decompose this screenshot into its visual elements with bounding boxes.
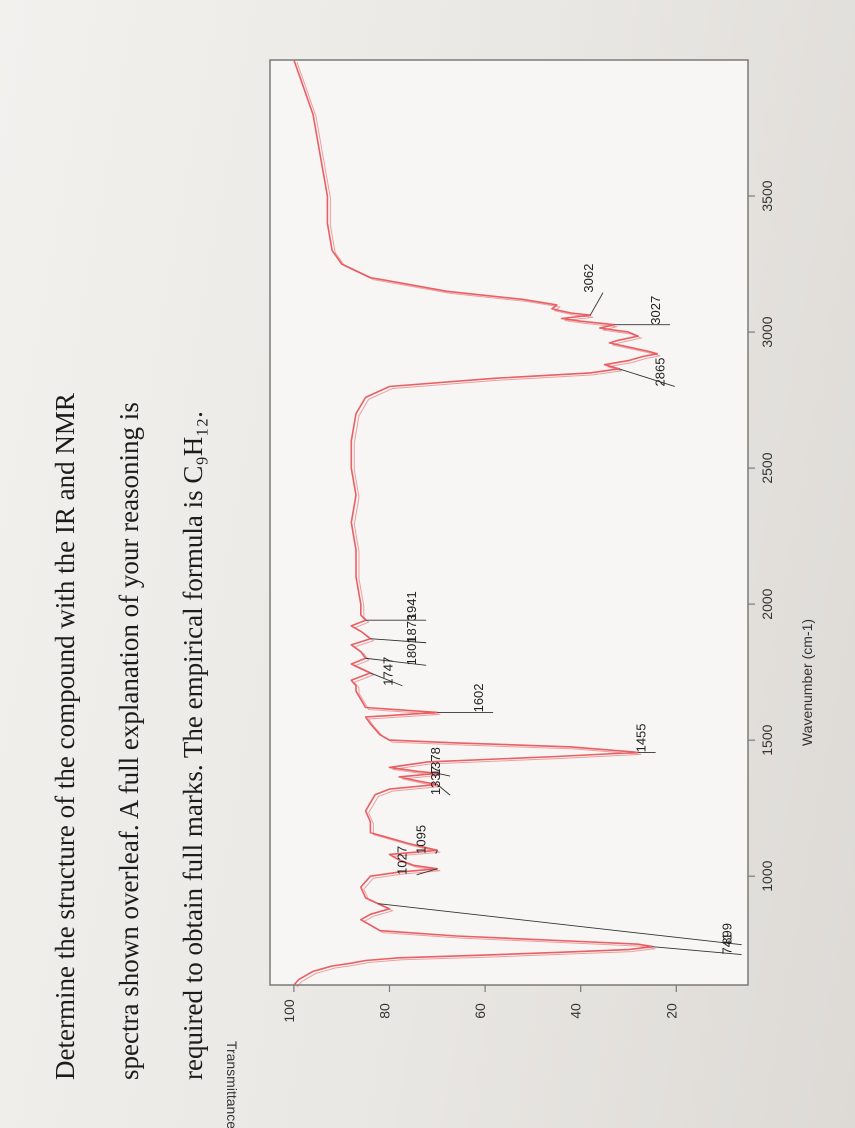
peak-leader-1801 [365, 657, 427, 666]
peak-label-899: 899 [720, 923, 735, 945]
peak-label-1873: 1873 [404, 614, 419, 643]
peak-label-3027: 3027 [648, 296, 663, 325]
y-tick-label: 100 [281, 999, 297, 1023]
peak-leader-1378 [437, 772, 451, 777]
y-tick-label: 60 [472, 1003, 488, 1019]
peak-label-1095: 1095 [414, 825, 429, 854]
y-tick-label: 20 [663, 1003, 679, 1019]
peak-label-1027: 1027 [395, 846, 410, 875]
peak-leader-899 [378, 903, 742, 946]
y-tick-label: 40 [568, 1003, 584, 1019]
peak-label-741: 741 [720, 933, 735, 955]
peak-leader-3062 [589, 292, 604, 316]
y-tick-label: 80 [377, 1003, 393, 1019]
x-tick-label: 3500 [759, 180, 775, 211]
peak-label-1602: 1602 [471, 683, 486, 712]
peak-leader-1095 [435, 850, 438, 855]
x-tick-label: 2000 [759, 588, 775, 619]
x-axis-label: Wavenumber (cm-1) [799, 619, 815, 746]
peak-label-1801: 1801 [404, 636, 419, 665]
x-tick-label: 1500 [759, 724, 775, 755]
y-axis-label: Transmittance [224, 1041, 240, 1128]
peak-leader-1337 [437, 784, 451, 796]
peak-label-1378: 1378 [428, 747, 443, 776]
spectrum-line-echo [296, 61, 661, 988]
x-tick-label: 3000 [759, 316, 775, 347]
peak-label-1941: 1941 [404, 591, 419, 620]
plot-frame [269, 59, 749, 986]
peak-leader-1873 [370, 638, 427, 644]
peak-leader-1747 [370, 672, 403, 687]
x-tick-label: 1000 [759, 860, 775, 891]
peak-label-3062: 3062 [581, 264, 596, 293]
x-tick-label: 2500 [759, 452, 775, 483]
peak-leader-2865 [618, 368, 675, 387]
peak-leader-1027 [416, 868, 438, 876]
peak-label-1747: 1747 [380, 657, 395, 686]
peak-leader-741 [652, 946, 742, 955]
peak-label-1455: 1455 [634, 723, 649, 752]
peak-label-2865: 2865 [653, 358, 668, 387]
